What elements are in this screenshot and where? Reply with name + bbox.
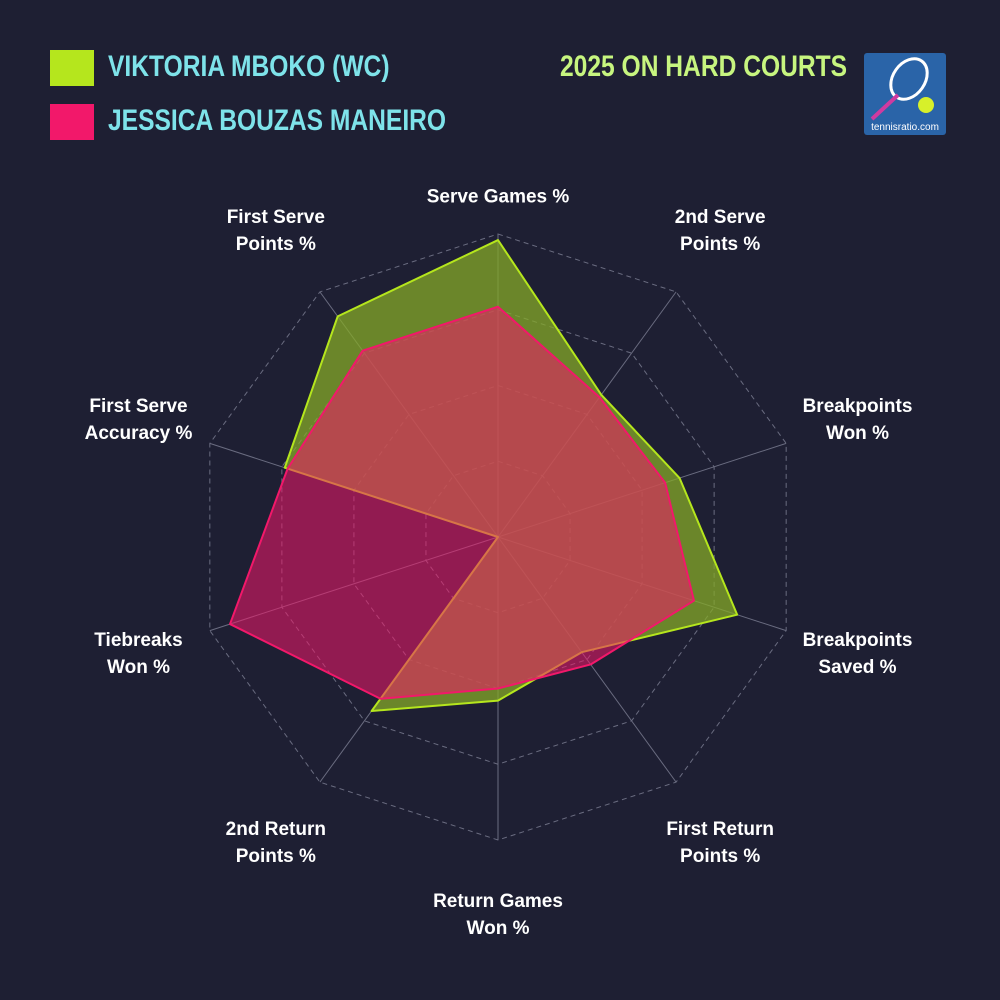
legend-label: JESSICA BOUZAS MANEIRO (108, 104, 447, 137)
axis-label: Serve Games % (426, 186, 570, 208)
series-area (229, 305, 695, 700)
axis-label: First Return Points % (666, 818, 775, 867)
logo-icon (870, 57, 934, 121)
legend-swatch (50, 50, 94, 86)
axis-label: First Serve Accuracy % (84, 396, 193, 445)
logo-text: tennisratio.com (871, 122, 939, 133)
axis-label: Breakpoints Saved % (802, 629, 913, 678)
legend-label: VIKTORIA MBOKO (WC) (108, 50, 390, 83)
axis-label: Return Games Won % (433, 891, 563, 939)
axis-label: 2nd Return Points % (225, 818, 326, 867)
axis-label: Breakpoints Won % (802, 396, 913, 445)
axis-label: First Serve Points % (226, 207, 325, 256)
axis-label: 2nd Serve Points % (674, 207, 766, 256)
legend-swatch (50, 104, 94, 140)
axis-label: Tiebreaks Won % (94, 629, 183, 678)
logo: tennisratio.com (864, 53, 946, 135)
chart-title: 2025 ON HARD COURTS (560, 50, 848, 83)
